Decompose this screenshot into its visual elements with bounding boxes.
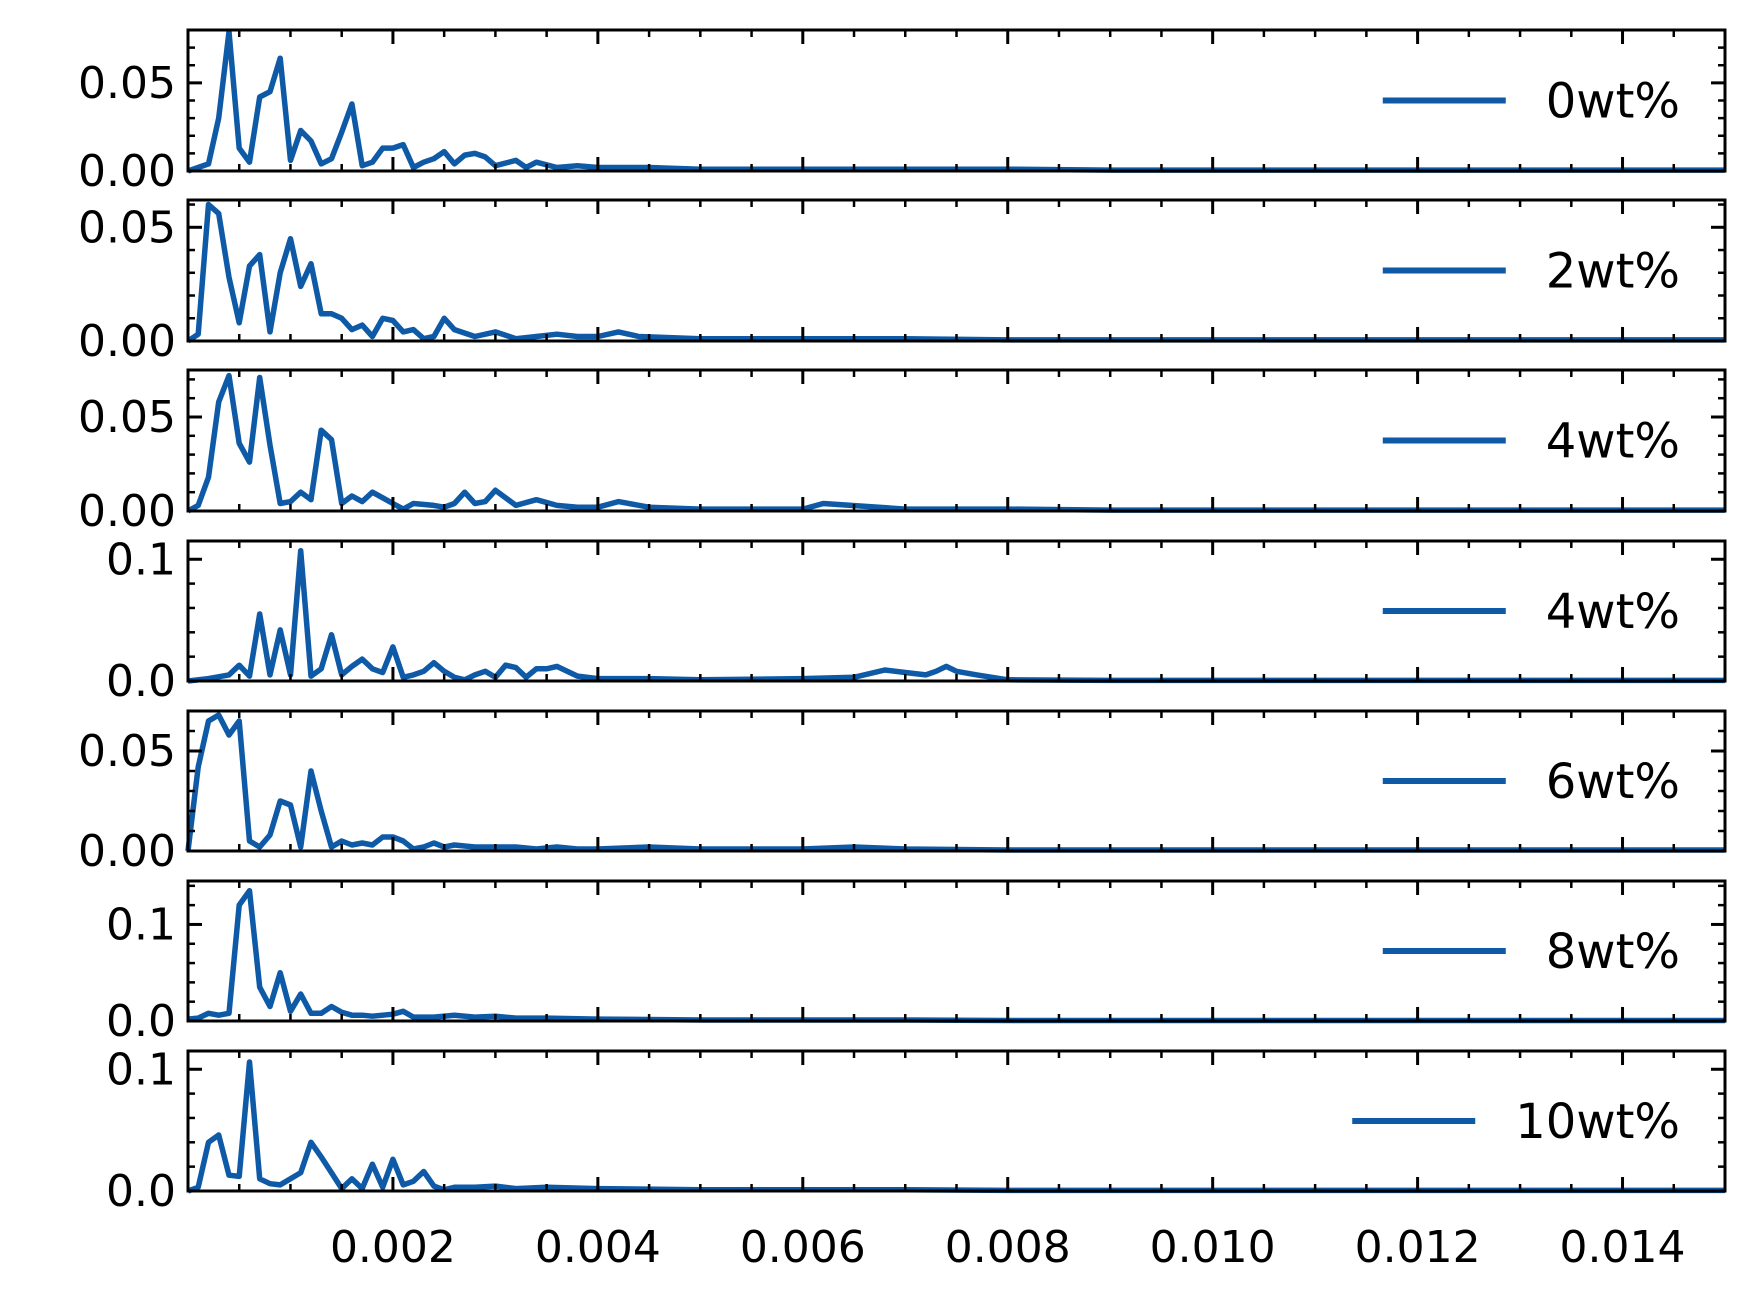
panel-7: 0.0 0.1 10wt% bbox=[106, 1044, 1727, 1217]
y-tick-label: 0.0 bbox=[106, 1166, 176, 1217]
panel-frame bbox=[186, 1049, 1727, 1193]
legend-label: 0wt% bbox=[1546, 74, 1680, 130]
series-line bbox=[185, 712, 1725, 853]
x-tick-label: 0.006 bbox=[740, 1222, 866, 1273]
y-tick-label: 0.1 bbox=[106, 534, 176, 585]
x-tick-label: 0.014 bbox=[1560, 1222, 1686, 1273]
y-tick-label: 0.05 bbox=[78, 58, 176, 109]
legend: 4wt% bbox=[1382, 414, 1680, 470]
y-tick-label: 0.1 bbox=[106, 899, 176, 950]
panel-2: 0.00 0.05 2wt% bbox=[78, 198, 1727, 367]
panel-1: 0.00 0.05 0wt% bbox=[78, 28, 1727, 197]
legend-label: 4wt% bbox=[1546, 414, 1680, 470]
legend: 8wt% bbox=[1382, 924, 1680, 980]
legend: 10wt% bbox=[1352, 1094, 1680, 1150]
x-axis: 0.002 0.004 0.006 0.008 0.010 0.012 0.014 bbox=[330, 1222, 1686, 1273]
y-tick-label: 0.00 bbox=[78, 486, 176, 537]
series-line bbox=[186, 201, 1725, 344]
series-line bbox=[187, 547, 1725, 684]
panel-4: 0.0 0.1 4wt% bbox=[106, 534, 1727, 707]
legend: 4wt% bbox=[1382, 584, 1680, 640]
y-tick-label: 0.0 bbox=[106, 996, 176, 1047]
legend-label: 4wt% bbox=[1546, 584, 1680, 640]
y-tick-label: 0.05 bbox=[78, 392, 176, 443]
y-tick-label: 0.1 bbox=[106, 1044, 176, 1095]
x-tick-label: 0.012 bbox=[1355, 1222, 1481, 1273]
x-tick-label: 0.002 bbox=[330, 1222, 456, 1273]
y-tick-label: 0.00 bbox=[78, 146, 176, 197]
y-tick-label: 0.00 bbox=[78, 826, 176, 877]
legend-label: 10wt% bbox=[1515, 1094, 1680, 1150]
legend: 0wt% bbox=[1382, 74, 1680, 130]
y-tick-label: 0.00 bbox=[78, 316, 176, 367]
y-tick-label: 0.0 bbox=[106, 656, 176, 707]
legend: 2wt% bbox=[1382, 244, 1680, 300]
x-tick-label: 0.010 bbox=[1150, 1222, 1276, 1273]
legend-label: 6wt% bbox=[1546, 754, 1680, 810]
panel-6: 0.0 0.1 8wt% bbox=[106, 879, 1727, 1047]
series-line bbox=[187, 1059, 1725, 1194]
panel-3: 0.00 0.05 4wt% bbox=[78, 368, 1727, 537]
x-tick-label: 0.004 bbox=[535, 1222, 661, 1273]
y-tick-label: 0.05 bbox=[78, 202, 176, 253]
panel-5: 0.00 0.05 6wt% bbox=[78, 709, 1727, 877]
y-tick-label: 0.05 bbox=[78, 726, 176, 777]
legend-label: 2wt% bbox=[1546, 244, 1680, 300]
x-tick-label: 0.008 bbox=[945, 1222, 1071, 1273]
legend-label: 8wt% bbox=[1546, 924, 1680, 980]
legend: 6wt% bbox=[1382, 754, 1680, 810]
series-line bbox=[187, 887, 1725, 1024]
series-line bbox=[187, 29, 1725, 174]
